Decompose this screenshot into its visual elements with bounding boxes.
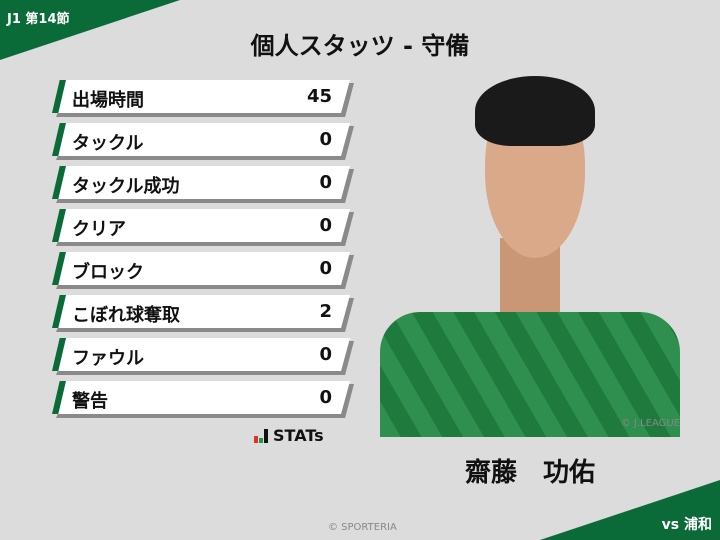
- stat-label: タックル成功: [72, 176, 180, 197]
- stat-row: 警告 0: [52, 381, 354, 418]
- footer-credit: © SPORTERIA: [328, 522, 397, 533]
- stat-value: 0: [319, 215, 332, 236]
- stat-row: ファウル 0: [52, 338, 354, 375]
- stat-label: こぼれ球奪取: [72, 305, 180, 326]
- stat-label: 警告: [72, 391, 108, 412]
- player-name: 齋藤 功佑: [464, 458, 595, 488]
- stat-value: 0: [319, 344, 332, 365]
- page-title: 個人スタッツ - 守備: [250, 32, 470, 60]
- stat-row: ブロック 0: [52, 252, 354, 289]
- stat-value: 2: [319, 301, 332, 322]
- stat-row: クリア 0: [52, 209, 354, 246]
- round-label: J1 第14節: [7, 12, 70, 27]
- stat-value: 0: [319, 387, 332, 408]
- opponent-label: vs 浦和: [661, 517, 712, 533]
- stat-row: 出場時間 45: [52, 80, 354, 117]
- stat-label: ブロック: [72, 262, 144, 283]
- stats-logo-text: STATs: [273, 426, 324, 445]
- stat-label: タックル: [72, 133, 144, 154]
- stats-logo-icon: [254, 428, 268, 443]
- stats-brand: STATs: [254, 426, 324, 445]
- stat-row: タックル 0: [52, 123, 354, 160]
- stat-value: 0: [319, 129, 332, 150]
- stat-label: 出場時間: [72, 90, 144, 111]
- stat-row: こぼれ球奪取 2: [52, 295, 354, 332]
- stat-label: ファウル: [72, 348, 144, 369]
- player-photo: [380, 68, 680, 437]
- stat-label: クリア: [72, 219, 126, 240]
- stat-value: 0: [319, 172, 332, 193]
- stat-value: 0: [319, 258, 332, 279]
- photo-credit: © J.LEAGUE: [620, 418, 680, 429]
- stat-row: タックル成功 0: [52, 166, 354, 203]
- stat-value: 45: [306, 86, 332, 107]
